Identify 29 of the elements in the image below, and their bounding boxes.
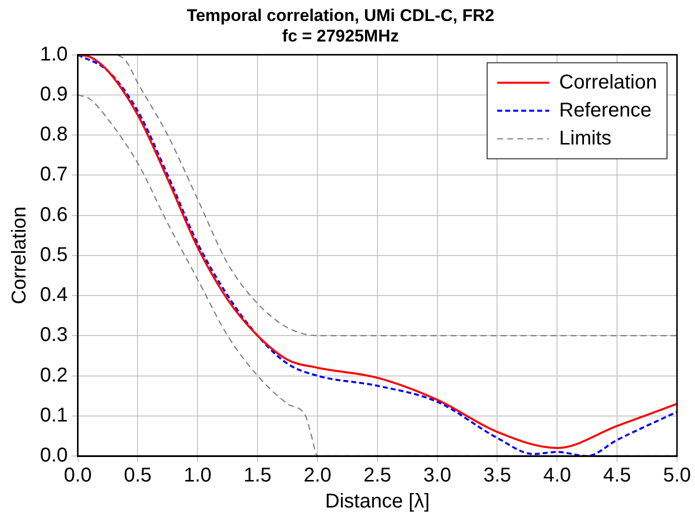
y-tick-label: 0.9 (40, 83, 68, 106)
x-tick-label: 0.0 (64, 464, 92, 487)
x-tick-label: 1.5 (244, 464, 272, 487)
chart-title: Temporal correlation, UMi CDL-C, FR2 (186, 6, 494, 25)
legend-label: Limits (559, 127, 612, 150)
y-tick-label: 0.3 (40, 324, 68, 346)
y-tick-label: 0.1 (40, 404, 68, 426)
legend-label: Reference (559, 99, 652, 122)
y-axis-title: Correlation (8, 206, 31, 304)
y-tick-label: 0.4 (40, 284, 68, 306)
x-tick-label: 2.0 (304, 464, 332, 487)
x-tick-label: 4.0 (543, 464, 572, 487)
legend-label: Correlation (559, 71, 658, 94)
x-axis-title: Distance [λ] (325, 490, 430, 513)
y-tick-label: 0.5 (40, 244, 68, 266)
x-tick-label: 3.5 (483, 464, 512, 487)
x-tick-label: 5.0 (663, 464, 691, 487)
y-tick-label: 0.7 (40, 164, 68, 186)
x-tick-label: 0.5 (124, 464, 152, 487)
y-tick-label: 0.6 (40, 204, 68, 226)
y-tick-label: 0.2 (40, 364, 68, 386)
y-tick-label: 1.0 (40, 43, 68, 66)
x-tick-label: 2.5 (363, 464, 392, 487)
y-tick-label: 0.8 (40, 124, 68, 146)
chart-subtitle: fc = 27925MHz (282, 26, 399, 46)
y-tick-label: 0.0 (40, 444, 68, 467)
x-tick-label: 1.0 (184, 464, 212, 487)
x-tick-label: 3.0 (423, 464, 452, 487)
x-tick-label: 4.5 (603, 464, 631, 487)
